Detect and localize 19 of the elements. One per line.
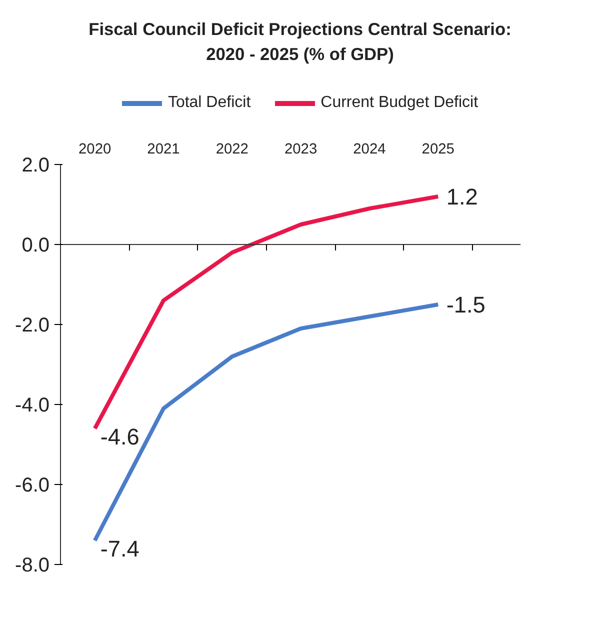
- x-tick-label: 2023: [284, 142, 318, 158]
- x-tick-label: 2020: [78, 142, 112, 158]
- data-label: -4.6: [100, 424, 140, 450]
- y-tick-label: -6.0: [15, 474, 50, 497]
- y-tick-label: -4.0: [15, 394, 50, 417]
- data-label: -7.4: [100, 536, 140, 562]
- data-label: 1.2: [446, 184, 478, 210]
- data-label: -1.5: [446, 292, 486, 318]
- legend-label: Current Budget Deficit: [320, 92, 478, 113]
- y-tick-label: -2.0: [15, 314, 50, 337]
- legend-label: Total Deficit: [168, 92, 251, 113]
- y-tick-label: -8.0: [15, 554, 50, 577]
- x-tick-label: 2021: [147, 142, 180, 158]
- x-tick-label: 2022: [216, 142, 248, 158]
- y-tick-label: 0.0: [22, 234, 50, 257]
- y-tick-label: 2.0: [22, 154, 50, 177]
- x-tick-label: 2024: [353, 142, 386, 158]
- chart-title: Fiscal Council Deficit Projections Central Scenario: 2020 - 2025 (% of GDP): [88, 18, 512, 66]
- x-tick-label: 2025: [422, 142, 454, 158]
